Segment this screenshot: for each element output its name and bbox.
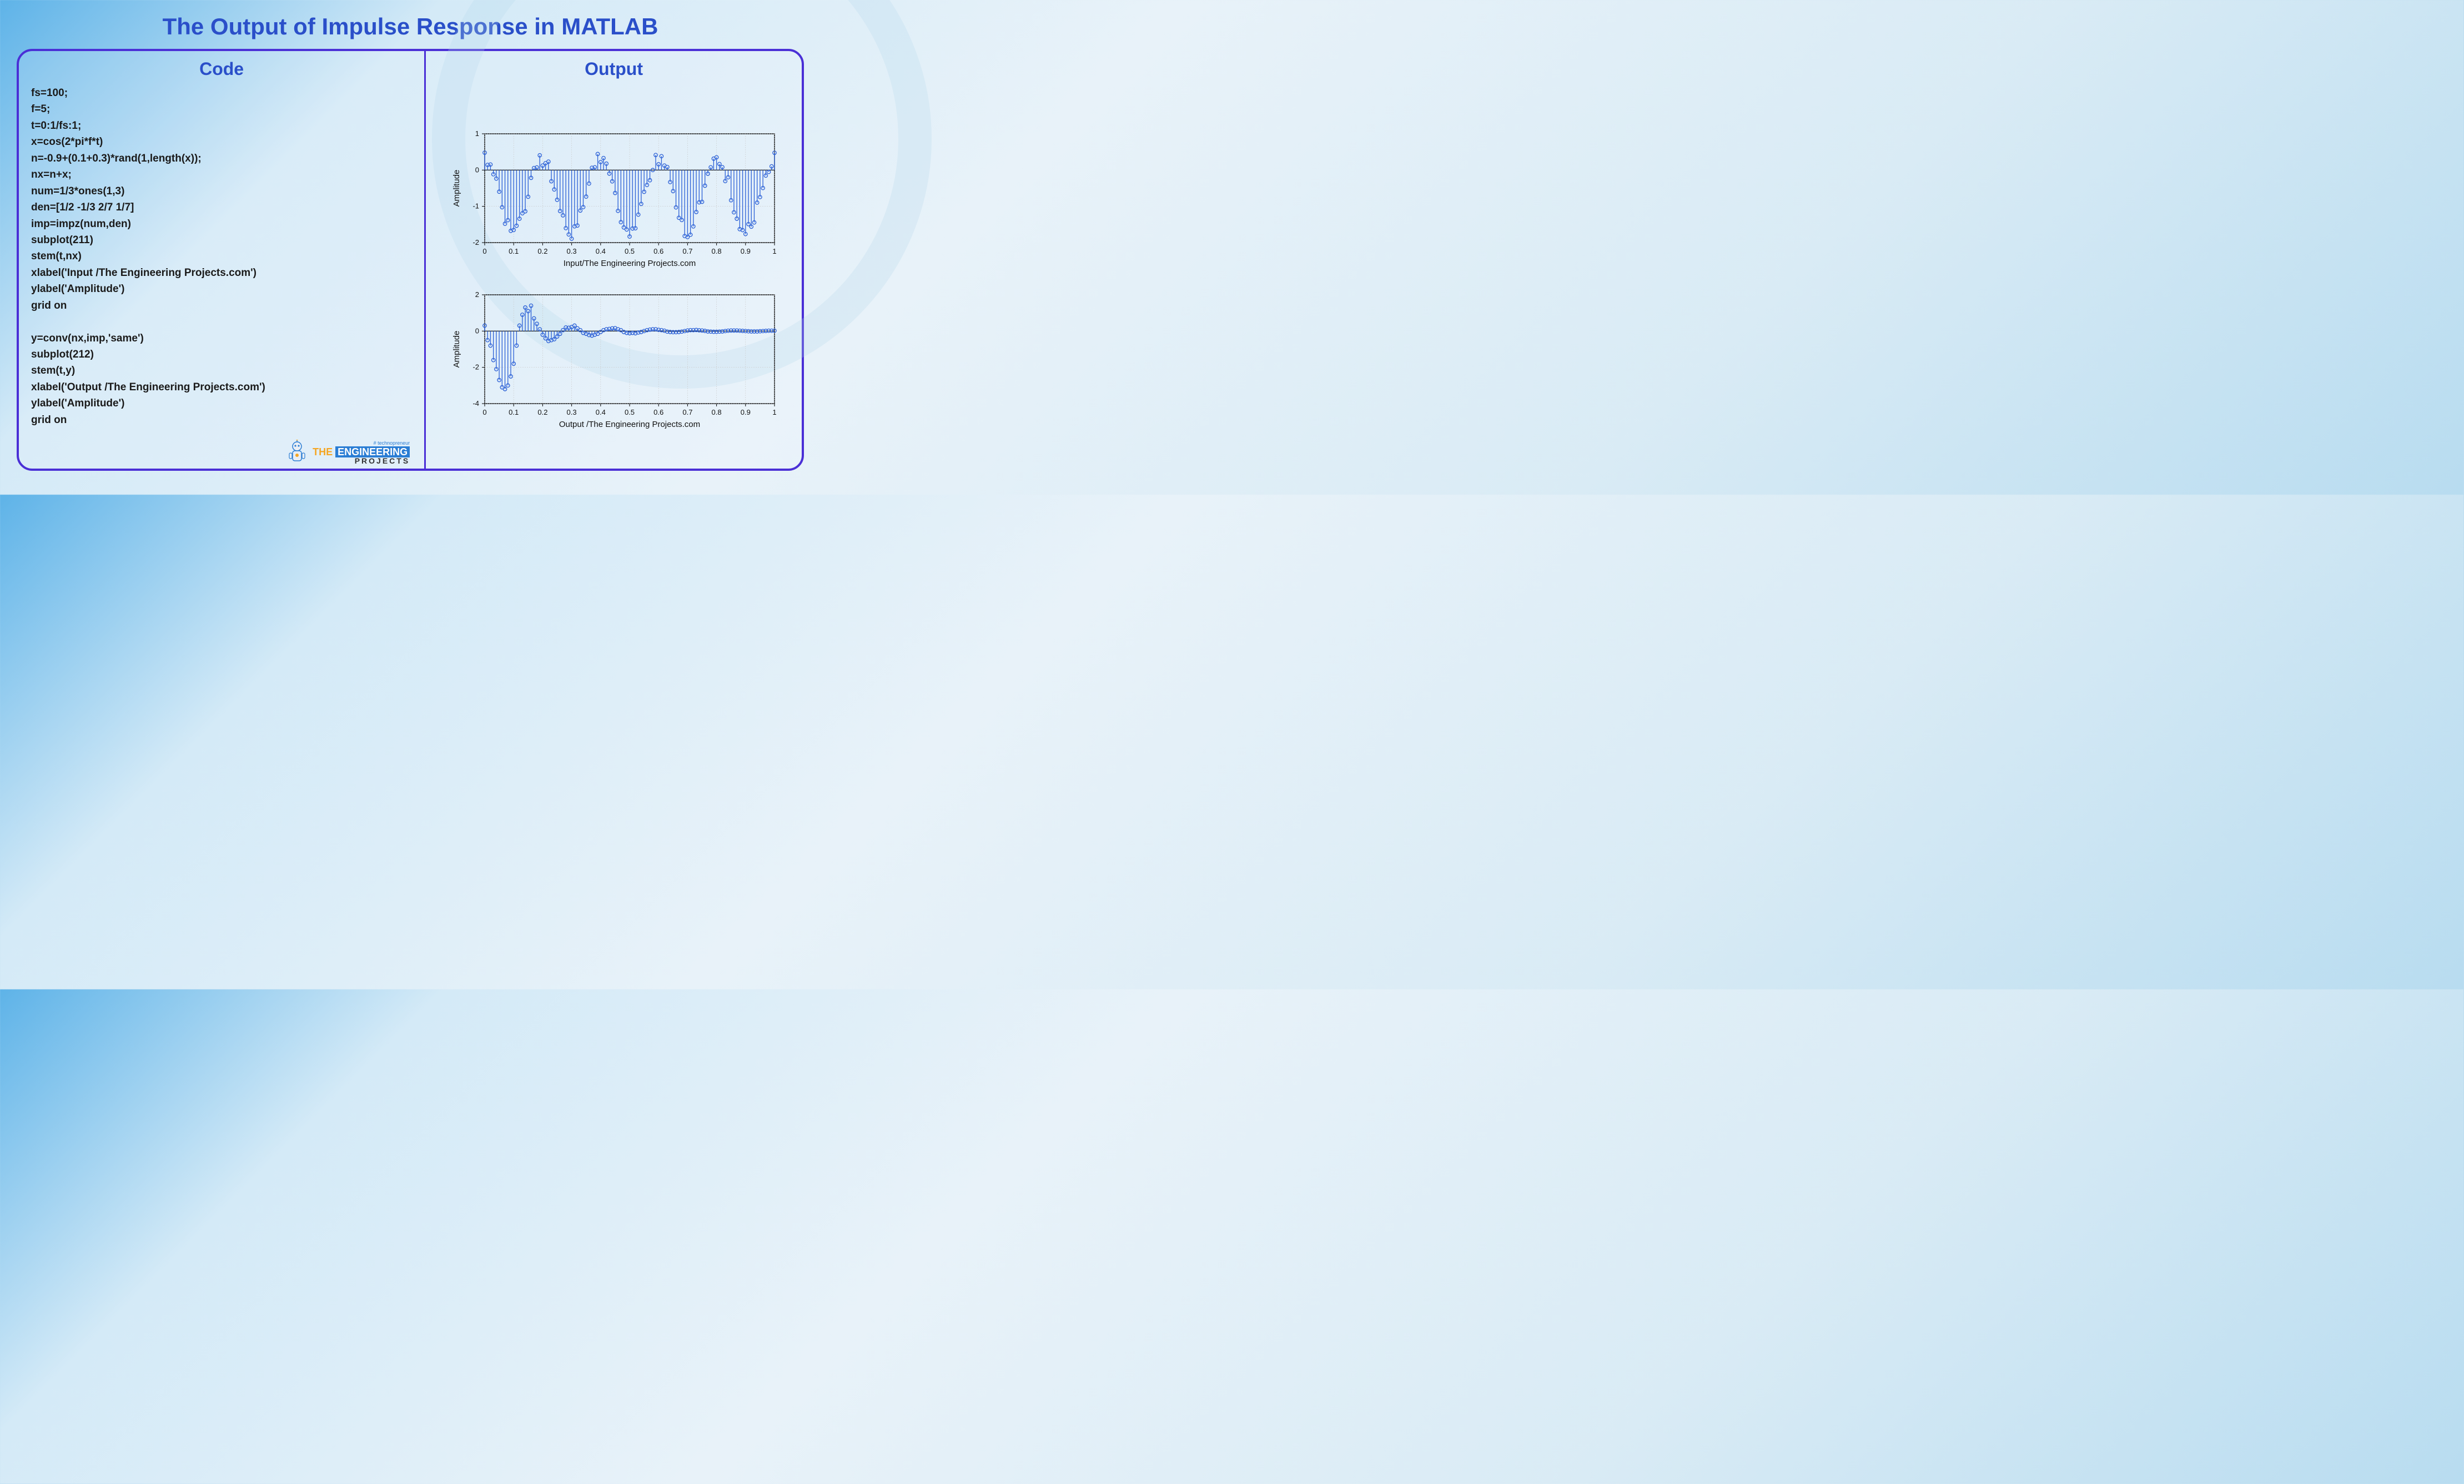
chart-output: 0 0.1 0.2 0.3 0.4 0.5 0.6 0.7 0.8 0.9 1 -4 -2 0 2 Outpu… (449, 287, 778, 431)
logo-proj: PROJECTS (313, 457, 410, 465)
svg-text:0: 0 (475, 326, 479, 335)
logo-eng: ENGINEERING (335, 446, 410, 457)
robot-icon (286, 440, 308, 465)
svg-text:0.9: 0.9 (741, 408, 751, 416)
svg-text:0.6: 0.6 (653, 247, 663, 255)
svg-text:Output /The Engineering Projec: Output /The Engineering Projects.com (559, 420, 700, 429)
svg-text:0.4: 0.4 (596, 247, 606, 255)
svg-text:0.1: 0.1 (509, 247, 519, 255)
svg-text:0.2: 0.2 (538, 408, 548, 416)
svg-text:-1: -1 (473, 202, 480, 210)
svg-text:0.9: 0.9 (741, 247, 751, 255)
svg-text:0.8: 0.8 (712, 408, 722, 416)
svg-text:0: 0 (483, 408, 487, 416)
svg-text:0.5: 0.5 (625, 408, 635, 416)
svg-text:0.6: 0.6 (653, 408, 663, 416)
svg-text:0.2: 0.2 (538, 247, 548, 255)
main-container: Code fs=100; f=5; t=0:1/fs:1; x=cos(2*pi… (17, 49, 804, 471)
svg-text:1: 1 (773, 247, 777, 255)
logo-the: THE (313, 446, 335, 457)
svg-text:1: 1 (475, 129, 479, 138)
code-panel: Code fs=100; f=5; t=0:1/fs:1; x=cos(2*pi… (19, 51, 426, 469)
svg-text:1: 1 (773, 408, 777, 416)
svg-text:0.7: 0.7 (683, 408, 693, 416)
svg-text:-2: -2 (473, 238, 480, 247)
svg-text:0.4: 0.4 (596, 408, 606, 416)
svg-text:0.7: 0.7 (683, 247, 693, 255)
svg-text:Amplitude: Amplitude (452, 330, 461, 368)
svg-text:0.3: 0.3 (567, 408, 577, 416)
svg-text:0: 0 (475, 165, 479, 174)
page-title: The Output of Impulse Response in MATLAB (0, 0, 821, 49)
svg-text:-4: -4 (473, 399, 480, 408)
svg-text:0.1: 0.1 (509, 408, 519, 416)
svg-text:Input/The Engineering Projects: Input/The Engineering Projects.com (564, 259, 696, 268)
code-heading: Code (31, 59, 412, 79)
output-heading: Output (438, 59, 790, 79)
svg-text:0.8: 0.8 (712, 247, 722, 255)
chart-input: 0 0.1 0.2 0.3 0.4 0.5 0.6 0.7 0.8 0.9 1 -2 -1 0 1 Input… (449, 126, 778, 270)
svg-text:Amplitude: Amplitude (452, 169, 461, 207)
output-panel: Output 0 0.1 0.2 0.3 0.4 0.5 0.6 0.7 0.8 0.9 1 -2 -1… (426, 51, 802, 469)
svg-text:-2: -2 (473, 363, 480, 371)
svg-text:0.3: 0.3 (567, 247, 577, 255)
svg-text:0: 0 (483, 247, 487, 255)
svg-text:2: 2 (475, 290, 479, 299)
logo-tag: # technopreneur (313, 441, 410, 446)
svg-text:0.5: 0.5 (625, 247, 635, 255)
logo: # technopreneur THE ENGINEERING PROJECTS (286, 440, 410, 465)
code-block: fs=100; f=5; t=0:1/fs:1; x=cos(2*pi*f*t)… (31, 85, 412, 428)
